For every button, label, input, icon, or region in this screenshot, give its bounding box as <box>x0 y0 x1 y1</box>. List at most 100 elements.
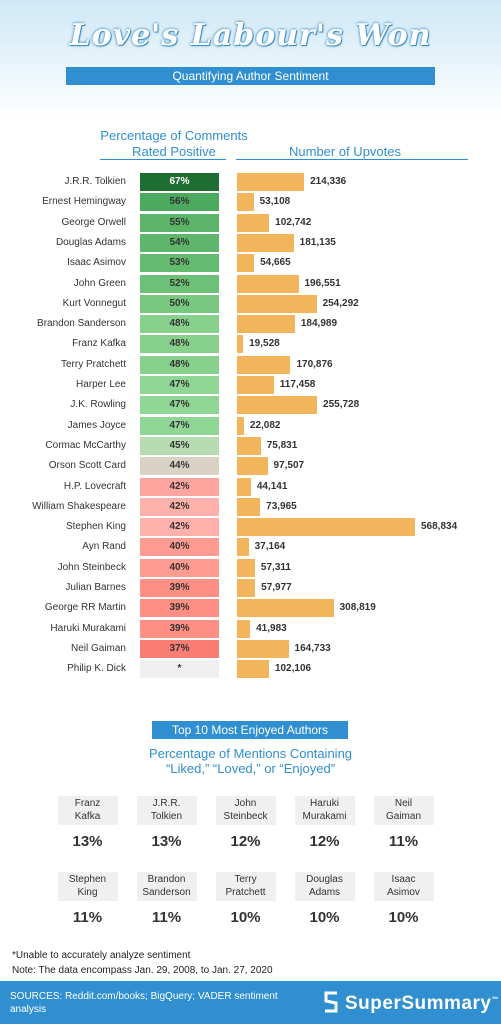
top-author-name-line1: John <box>234 798 257 809</box>
top-author-name: Haruki Murakami <box>294 796 355 825</box>
upvote-value: 117,458 <box>279 379 316 390</box>
upvote-value: 37,164 <box>254 541 286 553</box>
author-row: John Green 52% 196,551 <box>0 274 501 294</box>
top-author-card: Haruki Murakami 12% <box>287 796 362 850</box>
header-background <box>0 0 501 120</box>
upvote-bar <box>237 599 334 618</box>
positive-pct-cell: 48% <box>140 355 219 374</box>
author-row: Kurt Vonnegut 50% 254,292 <box>0 294 501 314</box>
upvote-value: 308,819 <box>339 602 376 614</box>
author-name: Julian Barnes <box>65 582 126 593</box>
top-author-name: Franz Kafka <box>57 796 118 825</box>
upvote-bar <box>237 538 249 557</box>
upvote-value: 184,989 <box>300 318 338 330</box>
top-author-name: Isaac Asimov <box>373 872 434 901</box>
top-author-name: Stephen King <box>57 872 118 901</box>
upvote-value: 97,507 <box>273 460 305 472</box>
positive-header-line1: Percentage of Comments <box>100 128 248 143</box>
top-author-card: Douglas Adams 10% <box>287 872 362 926</box>
upvote-value: 73,965 <box>266 500 297 512</box>
upvote-bar <box>237 213 270 232</box>
top-author-name-line1: Brandon <box>147 874 186 885</box>
author-name: J.K. Rowling <box>70 399 126 411</box>
upvote-value: 255,728 <box>323 399 360 411</box>
positive-pct-cell: 52% <box>140 274 219 293</box>
top-author-name: Terry Pratchett <box>215 872 276 901</box>
author-name: Brandon Sanderson <box>37 318 126 330</box>
top-author-name-line2: Steinbeck <box>223 811 268 822</box>
upvote-value: 196,551 <box>304 277 341 289</box>
upvote-value: 164,733 <box>294 642 331 654</box>
upvote-bar <box>237 457 268 476</box>
upvote-bar <box>237 660 269 679</box>
author-name: H.P. Lovecraft <box>63 480 126 492</box>
top-author-card: Terry Pratchett 10% <box>208 872 283 926</box>
author-row: Cormac McCarthy 45% 75,831 <box>0 436 501 456</box>
positive-pct-cell: 48% <box>140 315 219 334</box>
top-author-card: John Steinbeck 12% <box>208 796 283 850</box>
upvote-value: 19,528 <box>249 338 280 350</box>
author-row: J.K. Rowling 47% 255,728 <box>0 395 501 415</box>
top10-subtitle-line1: Percentage of Mentions Containing <box>148 746 353 761</box>
upvote-value: 57,977 <box>261 582 292 593</box>
upvote-bar <box>237 376 274 394</box>
top-author-name-line1: Franz <box>74 798 101 809</box>
upvote-value: 102,106 <box>274 663 312 675</box>
upvote-bar <box>237 315 295 334</box>
top-author-name-line2: Gaiman <box>385 811 421 822</box>
author-name: James Joyce <box>67 419 126 431</box>
top-author-name-line1: Haruki <box>310 798 339 809</box>
author-name: Terry Pratchett <box>60 358 126 370</box>
top-author-name-line1: Neil <box>394 798 413 809</box>
brand-name-text: SuperSummary <box>345 993 492 1014</box>
author-row: George Orwell 55% 102,742 <box>0 213 501 233</box>
page-title: Love's Labour's Won <box>69 18 432 53</box>
positive-pct-cell: 67% <box>140 173 219 191</box>
brand-trademark: ™ <box>491 996 499 1004</box>
positive-pct-cell: 39% <box>140 599 219 618</box>
author-row: Orson Scott Card 44% 97,507 <box>0 456 501 476</box>
author-row: Brandon Sanderson 48% 184,989 <box>0 314 501 334</box>
author-row: George RR Martin 39% 308,819 <box>0 598 501 618</box>
footer-bar: SOURCES: Reddit.com/books; BigQuery; VAD… <box>0 981 501 1024</box>
top-author-name: Neil Gaiman <box>373 796 434 825</box>
footnote-date-range: Note: The data encompass Jan. 29, 2008, … <box>12 965 273 976</box>
author-name: John Steinbeck <box>57 561 126 573</box>
author-row: Philip K. Dick * 102,106 <box>0 659 501 679</box>
author-name: Stephen King <box>65 521 126 533</box>
author-name: Ernest Hemingway <box>42 196 126 208</box>
positive-header-line2: Rated Positive <box>132 144 216 159</box>
upvote-value: 41,983 <box>256 622 287 634</box>
top-author-pct: 13% <box>72 833 103 850</box>
top-author-pct: 11% <box>388 833 419 850</box>
author-name: Isaac Asimov <box>67 257 126 269</box>
top-author-card: Stephen King 11% <box>50 872 125 926</box>
top-author-name: Douglas Adams <box>294 872 355 901</box>
positive-pct-cell: 45% <box>140 436 219 455</box>
author-row: John Steinbeck 40% 57,311 <box>0 558 501 578</box>
positive-pct-cell: 47% <box>140 376 219 394</box>
author-row: Julian Barnes 39% 57,977 <box>0 578 501 598</box>
positive-pct-cell: * <box>140 660 219 679</box>
top-author-card: Franz Kafka 13% <box>50 796 125 850</box>
author-row: Douglas Adams 54% 181,135 <box>0 233 501 253</box>
upvote-bar <box>237 416 244 435</box>
page-subtitle: Quantifying Author Sentiment <box>66 67 435 85</box>
upvote-bar <box>237 173 305 191</box>
author-name: John Green <box>73 277 126 289</box>
positive-pct-cell: 50% <box>140 294 219 313</box>
upvote-value: 568,834 <box>421 521 458 533</box>
sources-line2: analysis <box>10 1004 47 1015</box>
positive-pct-cell: 42% <box>140 477 219 496</box>
upvote-value: 53,108 <box>259 196 291 208</box>
upvotes-column-header: Number of Upvotes <box>289 144 401 159</box>
author-row: Isaac Asimov 53% 54,665 <box>0 253 501 273</box>
author-name: Orson Scott Card <box>48 460 126 472</box>
upvote-bar <box>237 254 255 273</box>
top-author-card: J.R.R. Tolkien 13% <box>129 796 204 850</box>
author-row: William Shakespeare 42% 73,965 <box>0 497 501 517</box>
top-author-pct: 12% <box>230 833 261 850</box>
top-author-name-line2: Asimov <box>387 887 420 898</box>
author-row: Haruki Murakami 39% 41,983 <box>0 619 501 639</box>
author-name: George Orwell <box>61 216 126 228</box>
